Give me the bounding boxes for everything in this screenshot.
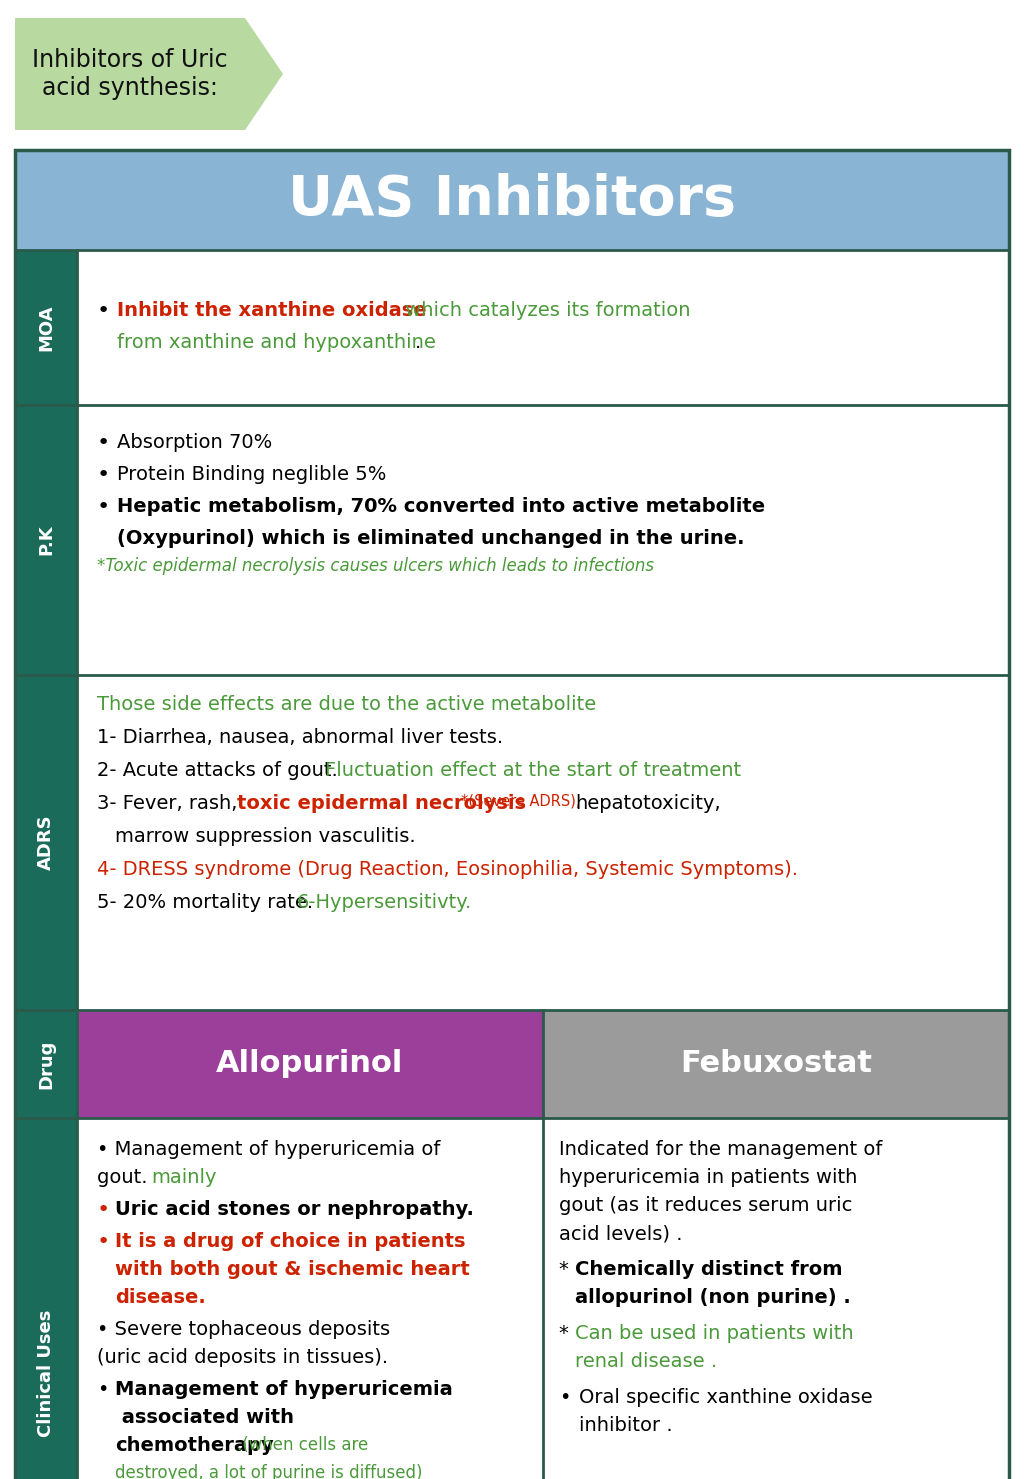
Bar: [77, 1010, 543, 1118]
Bar: [15, 405, 77, 674]
Text: •: •: [97, 1199, 111, 1220]
Text: 4- DRESS syndrome (Drug Reaction, Eosinophilia, Systemic Symptoms).: 4- DRESS syndrome (Drug Reaction, Eosino…: [97, 859, 798, 879]
Text: Oral specific xanthine oxidase: Oral specific xanthine oxidase: [579, 1387, 872, 1407]
Text: Clinical Uses: Clinical Uses: [37, 1310, 55, 1438]
Text: *: *: [559, 1260, 575, 1279]
Text: which catalyzes its formation: which catalyzes its formation: [399, 302, 690, 321]
Text: disease.: disease.: [115, 1288, 206, 1307]
Text: .(when cells are: .(when cells are: [237, 1436, 369, 1454]
Text: Inhibitors of Uric
acid synthesis:: Inhibitors of Uric acid synthesis:: [32, 49, 227, 101]
Bar: [543, 1010, 1009, 1118]
Text: 3- Fever, rash,: 3- Fever, rash,: [97, 794, 244, 813]
Text: Uric acid stones or nephropathy.: Uric acid stones or nephropathy.: [115, 1199, 474, 1219]
Bar: [15, 674, 77, 1010]
Text: Drug: Drug: [37, 1040, 55, 1089]
Bar: [15, 250, 77, 405]
Text: hyperuricemia in patients with: hyperuricemia in patients with: [559, 1168, 857, 1188]
Text: 5- 20% mortality rate.: 5- 20% mortality rate.: [97, 893, 319, 913]
Text: Indicated for the management of: Indicated for the management of: [559, 1140, 883, 1160]
Text: (Oxypurinol) which is eliminated unchanged in the urine.: (Oxypurinol) which is eliminated unchang…: [117, 529, 744, 549]
Text: P.K: P.K: [37, 525, 55, 555]
Text: • Management of hyperuricemia of: • Management of hyperuricemia of: [97, 1140, 440, 1160]
Text: Fluctuation effect at the start of treatment: Fluctuation effect at the start of treat…: [325, 762, 741, 779]
Text: acid levels) .: acid levels) .: [559, 1225, 683, 1242]
Text: Allopurinol: Allopurinol: [216, 1050, 403, 1078]
Bar: [15, 1118, 77, 1479]
Text: from xanthine and hypoxanthine: from xanthine and hypoxanthine: [117, 333, 436, 352]
Text: *: *: [559, 1324, 575, 1343]
Text: gout.: gout.: [97, 1168, 154, 1188]
Text: .: .: [415, 333, 421, 352]
Bar: [15, 1010, 77, 1118]
Text: •: •: [97, 1232, 111, 1253]
Text: Management of hyperuricemia: Management of hyperuricemia: [115, 1380, 453, 1399]
Text: 2- Acute attacks of gout.: 2- Acute attacks of gout.: [97, 762, 344, 779]
Text: inhibitor .: inhibitor .: [579, 1415, 673, 1435]
Text: Inhibit the xanthine oxidase: Inhibit the xanthine oxidase: [117, 302, 427, 321]
Text: •: •: [97, 1380, 109, 1399]
Text: marrow suppression vasculitis.: marrow suppression vasculitis.: [115, 827, 416, 846]
Text: Hepatic metabolism, 70% converted into active metabolite: Hepatic metabolism, 70% converted into a…: [117, 497, 765, 516]
Text: Can be used in patients with: Can be used in patients with: [575, 1324, 854, 1343]
Text: *Toxic epidermal necrolysis causes ulcers which leads to infections: *Toxic epidermal necrolysis causes ulcer…: [97, 558, 654, 575]
Text: •: •: [97, 302, 111, 321]
Text: •: •: [97, 433, 111, 453]
Text: 6-Hypersensitivty.: 6-Hypersensitivty.: [297, 893, 472, 913]
Text: gout (as it reduces serum uric: gout (as it reduces serum uric: [559, 1197, 852, 1216]
Text: Protein Binding neglible 5%: Protein Binding neglible 5%: [117, 464, 386, 484]
Bar: [77, 1118, 1009, 1479]
Bar: [77, 405, 1009, 674]
Text: Febuxostat: Febuxostat: [680, 1050, 872, 1078]
Text: allopurinol (non purine) .: allopurinol (non purine) .: [575, 1288, 851, 1307]
Text: destroyed, a lot of purine is diffused): destroyed, a lot of purine is diffused): [115, 1464, 423, 1479]
Text: mainly: mainly: [151, 1168, 216, 1188]
Text: UAS Inhibitors: UAS Inhibitors: [288, 173, 736, 226]
Text: Chemically distinct from: Chemically distinct from: [575, 1260, 843, 1279]
Text: renal disease .: renal disease .: [575, 1352, 717, 1371]
Text: •: •: [97, 464, 111, 485]
Text: with both gout & ischemic heart: with both gout & ischemic heart: [115, 1260, 470, 1279]
Text: ADRS: ADRS: [37, 815, 55, 870]
Text: chemotherapy: chemotherapy: [115, 1436, 273, 1455]
Text: hepatotoxicity,: hepatotoxicity,: [575, 794, 721, 813]
Text: Absorption 70%: Absorption 70%: [117, 433, 272, 453]
Bar: [15, 149, 1009, 250]
Text: *(Severe ADRS),: *(Severe ADRS),: [461, 794, 581, 809]
Text: •: •: [97, 497, 111, 518]
Text: Those side effects are due to the active metabolite: Those side effects are due to the active…: [97, 695, 596, 714]
Text: •: •: [559, 1387, 570, 1407]
Text: MOA: MOA: [37, 305, 55, 351]
Polygon shape: [15, 18, 283, 130]
Bar: [77, 674, 1009, 1010]
Text: associated with: associated with: [115, 1408, 294, 1427]
Text: It is a drug of choice in patients: It is a drug of choice in patients: [115, 1232, 466, 1251]
Text: toxic epidermal necrolysis: toxic epidermal necrolysis: [237, 794, 526, 813]
Bar: [77, 250, 1009, 405]
Text: 1- Diarrhea, nausea, abnormal liver tests.: 1- Diarrhea, nausea, abnormal liver test…: [97, 728, 503, 747]
Text: • Severe tophaceous deposits: • Severe tophaceous deposits: [97, 1319, 390, 1338]
Text: (uric acid deposits in tissues).: (uric acid deposits in tissues).: [97, 1347, 388, 1367]
